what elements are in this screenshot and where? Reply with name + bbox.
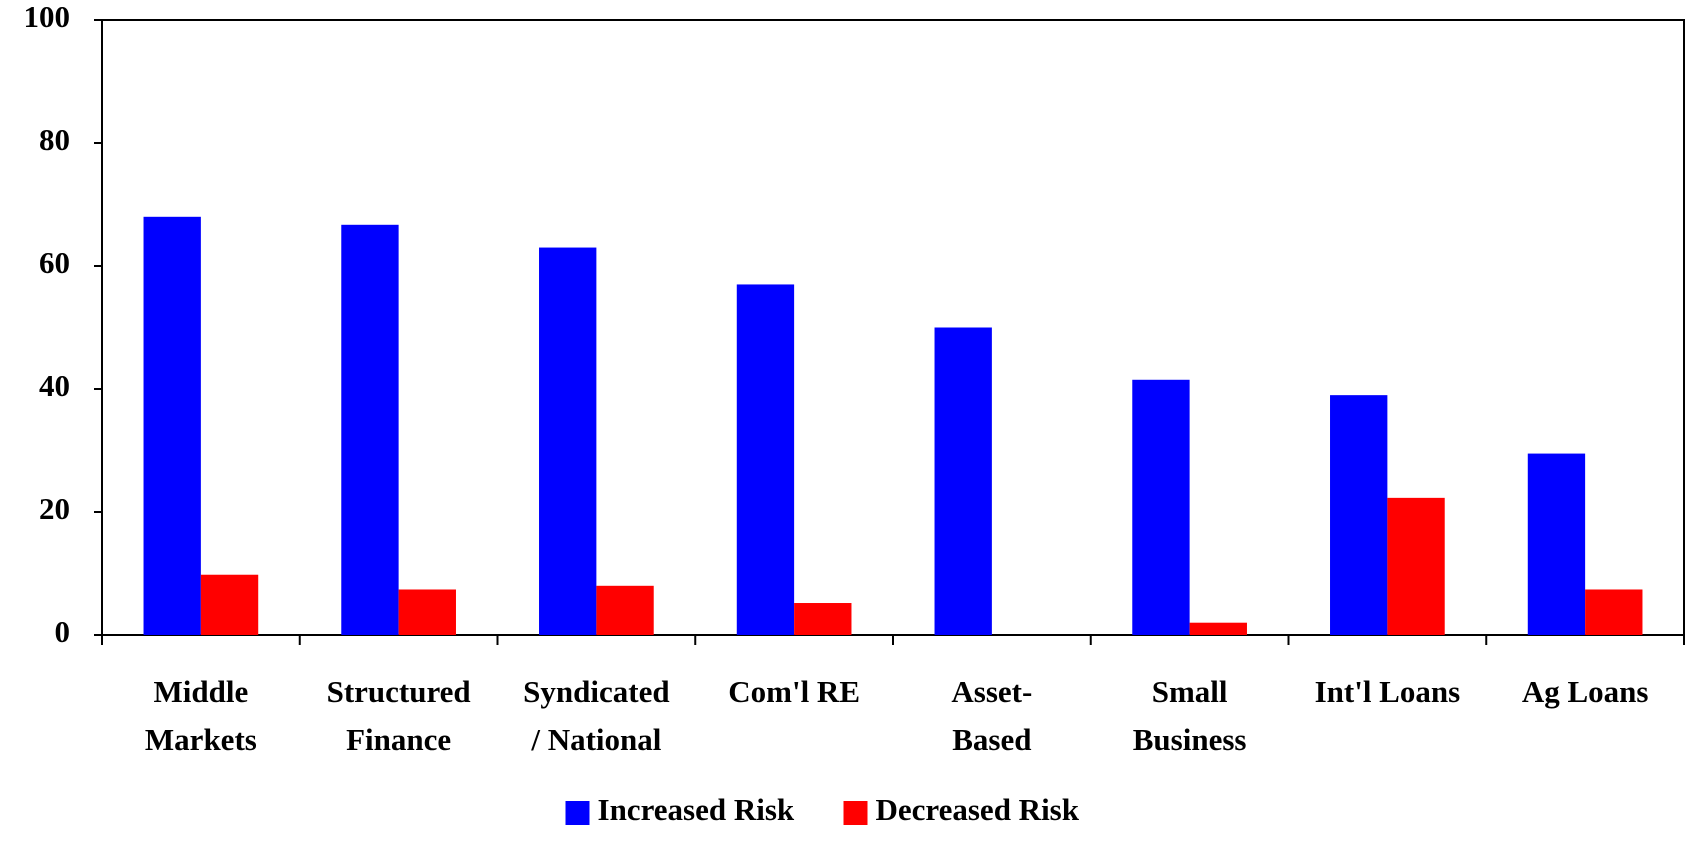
legend-swatch: [843, 801, 868, 825]
x-tick-label: Middle Markets: [145, 674, 257, 757]
x-tick-label: Structured Finance: [327, 674, 471, 757]
bar: [539, 247, 597, 636]
y-tick-label: 40: [39, 368, 70, 403]
y-tick-label: 0: [55, 614, 71, 649]
x-tick-label: Int'l Loans: [1315, 674, 1461, 709]
bar: [1387, 497, 1445, 635]
plot-frame: [101, 19, 1685, 636]
y-tick-label: 60: [39, 245, 70, 280]
bar: [1189, 622, 1247, 635]
bar: [398, 589, 456, 635]
x-tick-label: Syndicated / National: [523, 674, 669, 757]
x-tick-label: Com'l RE: [728, 674, 860, 709]
y-tick-label: 100: [24, 0, 71, 34]
bar: [596, 585, 654, 635]
bar: [934, 327, 992, 635]
y-tick-label: 20: [39, 491, 70, 526]
x-tick-label: Small Business: [1133, 674, 1247, 757]
bar: [341, 224, 399, 636]
bar: [1585, 589, 1643, 635]
legend-label: Decreased Risk: [876, 792, 1080, 827]
legend-label: Increased Risk: [598, 792, 795, 827]
bar: [794, 603, 852, 635]
bar: [1330, 395, 1388, 635]
x-tick-label: Asset-Based: [951, 674, 1032, 757]
y-tick-label: 80: [39, 122, 70, 157]
bar: [200, 574, 259, 635]
bar: [1527, 453, 1586, 635]
bar: [736, 284, 795, 635]
bar: [1132, 379, 1190, 635]
x-tick-label: Ag Loans: [1522, 674, 1649, 709]
legend-swatch: [565, 801, 590, 825]
bar: [143, 216, 201, 636]
